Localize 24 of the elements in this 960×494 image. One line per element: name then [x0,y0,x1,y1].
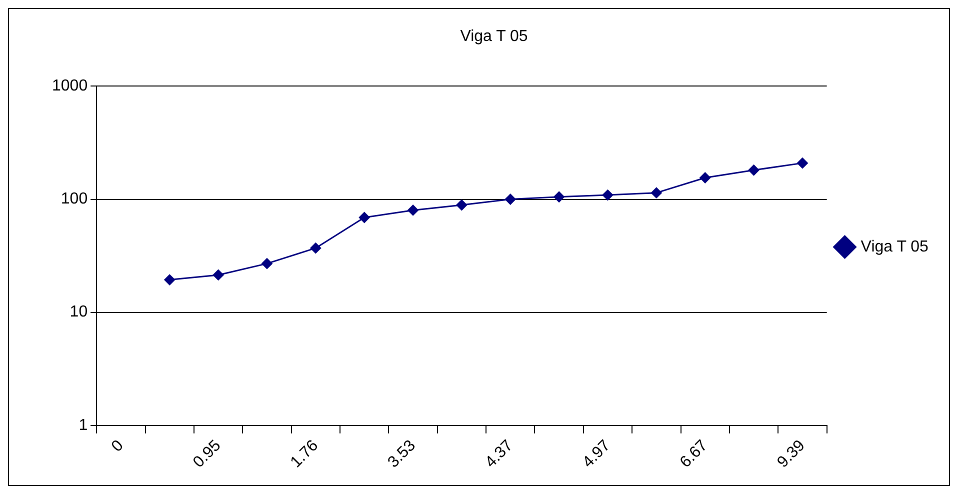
point [650,187,662,198]
y-tick-label: 100 [60,190,88,208]
point [164,274,176,286]
point [212,269,224,280]
y-tick-label: 1000 [52,78,88,95]
x-tick-label: 3.53 [384,437,420,472]
point [748,164,760,176]
legend-label: Viga T 05 [860,238,929,256]
y-tick-label: 10 [70,304,88,321]
point [796,158,808,169]
y-tick-label: 1 [78,416,88,434]
point [504,194,516,205]
x-tick-label: 0 [108,437,127,456]
x-tick-label: 9.39 [774,437,808,472]
point [700,172,711,184]
point [358,212,370,223]
point [408,204,419,216]
x-tick-label: 0.95 [190,437,224,472]
chart-title: Viga T 05 [460,28,528,46]
point [554,191,565,202]
point [456,199,468,210]
point [310,242,322,254]
point [602,190,614,201]
point [261,258,272,270]
